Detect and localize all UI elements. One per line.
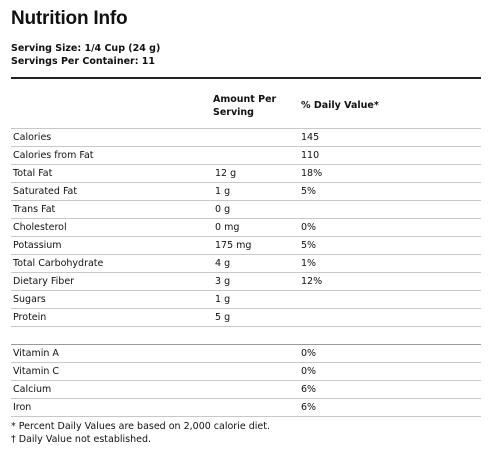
table-row: Protein 5 g	[11, 308, 481, 327]
vitamin-daily-value: 6%	[301, 380, 481, 399]
nutrient-amount	[215, 146, 301, 165]
nutrients-table: Calories 145 Calories from Fat 110 Total…	[11, 128, 481, 327]
vitamin-daily-value: 6%	[301, 398, 481, 417]
vitamin-amount	[215, 380, 301, 399]
section-divider	[11, 344, 481, 345]
nutrient-daily-value	[301, 308, 481, 327]
vitamin-amount	[215, 345, 301, 363]
nutrient-name: Calories	[11, 128, 215, 147]
nutrient-name: Total Fat	[11, 164, 215, 183]
vitamin-amount	[215, 398, 301, 417]
nutrient-daily-value: 18%	[301, 164, 481, 183]
amount-header-line2: Serving	[213, 107, 254, 118]
daily-value-header: % Daily Value*	[301, 100, 379, 111]
vitamin-name: Calcium	[11, 380, 215, 399]
nutrient-amount: 0 g	[215, 200, 301, 219]
table-row: Trans Fat 0 g	[11, 200, 481, 219]
nutrient-amount: 1 g	[215, 290, 301, 309]
nutrient-amount: 12 g	[215, 164, 301, 183]
nutrient-daily-value: 1%	[301, 254, 481, 273]
nutrient-name: Calories from Fat	[11, 146, 215, 165]
table-row: Dietary Fiber 3 g 12%	[11, 272, 481, 291]
nutrient-amount: 5 g	[215, 308, 301, 327]
nutrient-name: Saturated Fat	[11, 182, 215, 201]
nutrient-amount: 1 g	[215, 182, 301, 201]
table-row: Calories 145	[11, 128, 481, 147]
nutrient-amount: 4 g	[215, 254, 301, 273]
vitamin-amount	[215, 362, 301, 381]
amount-header-line1: Amount Per	[213, 94, 277, 105]
servings-per-container: Servings Per Container: 11	[11, 56, 156, 67]
nutrient-daily-value: 0%	[301, 218, 481, 237]
nutrient-daily-value	[301, 290, 481, 309]
nutrient-daily-value: 12%	[301, 272, 481, 291]
nutrient-name: Sugars	[11, 290, 215, 309]
nutrient-name: Trans Fat	[11, 200, 215, 219]
nutrient-amount: 3 g	[215, 272, 301, 291]
thick-divider	[11, 77, 481, 79]
vitamin-name: Iron	[11, 398, 215, 417]
not-established-footnote: † Daily Value not established.	[11, 434, 152, 445]
vitamin-daily-value: 0%	[301, 362, 481, 381]
table-row: Potassium 175 mg 5%	[11, 236, 481, 255]
table-row: Vitamin A 0%	[11, 345, 481, 363]
nutrient-name: Total Carbohydrate	[11, 254, 215, 273]
amount-per-serving-header: Amount Per Serving	[213, 93, 276, 119]
nutrient-daily-value: 5%	[301, 236, 481, 255]
nutrient-amount: 0 mg	[215, 218, 301, 237]
table-row: Iron 6%	[11, 398, 481, 417]
nutrient-daily-value: 5%	[301, 182, 481, 201]
table-row: Cholesterol 0 mg 0%	[11, 218, 481, 237]
nutrient-daily-value: 145	[301, 128, 481, 147]
nutrient-name: Potassium	[11, 236, 215, 255]
serving-size: Serving Size: 1/4 Cup (24 g)	[11, 43, 161, 54]
vitamins-table: Vitamin A 0% Vitamin C 0% Calcium 6% Iro…	[11, 345, 481, 417]
nutrient-daily-value: 110	[301, 146, 481, 165]
table-row: Vitamin C 0%	[11, 362, 481, 381]
page-title: Nutrition Info	[11, 8, 128, 29]
nutrient-name: Cholesterol	[11, 218, 215, 237]
table-row: Sugars 1 g	[11, 290, 481, 309]
table-row: Total Fat 12 g 18%	[11, 164, 481, 183]
nutrient-name: Protein	[11, 308, 215, 327]
nutrient-amount	[215, 128, 301, 147]
nutrient-daily-value	[301, 200, 481, 219]
table-row: Saturated Fat 1 g 5%	[11, 182, 481, 201]
vitamin-daily-value: 0%	[301, 345, 481, 363]
table-row: Calories from Fat 110	[11, 146, 481, 165]
vitamin-name: Vitamin C	[11, 362, 215, 381]
table-row: Calcium 6%	[11, 380, 481, 399]
percent-daily-footnote: * Percent Daily Values are based on 2,00…	[11, 421, 270, 432]
table-row: Total Carbohydrate 4 g 1%	[11, 254, 481, 273]
nutrient-amount: 175 mg	[215, 236, 301, 255]
nutrient-name: Dietary Fiber	[11, 272, 215, 291]
vitamin-name: Vitamin A	[11, 345, 215, 363]
